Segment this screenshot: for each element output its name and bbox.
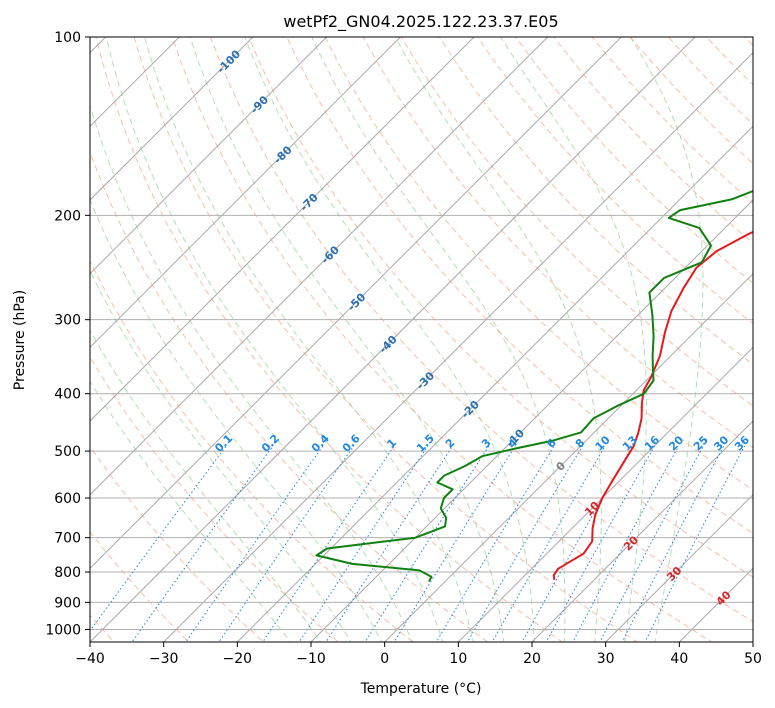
isotherm-line (90, 37, 475, 422)
dewpoint-trace (315, 189, 753, 582)
x-tick-label: 40 (670, 651, 688, 667)
mixing-ratio-line (572, 445, 680, 642)
mixing-ratio-line (218, 445, 355, 642)
isotherm-line (90, 37, 328, 275)
isotherm-line (90, 37, 623, 570)
dry-adiabat (756, 10, 775, 654)
dry-adiabat (209, 37, 753, 623)
y-tick-label: 200 (54, 208, 81, 224)
isotherm-line (310, 199, 753, 642)
isotherm-line (0, 10, 59, 654)
mixing-ratio-line (545, 445, 656, 642)
dry-adiabat (90, 531, 190, 642)
isotherms (0, 10, 753, 654)
moist-adiabat (90, 198, 383, 642)
dry-adiabat (90, 445, 265, 642)
dry-adiabat (95, 37, 564, 642)
dry-adiabat (90, 150, 489, 642)
isotherm-line (236, 125, 753, 642)
moist-adiabat (189, 37, 505, 642)
isotherm-line (162, 51, 753, 642)
isotherm-line (90, 37, 549, 496)
x-tick-label: 30 (597, 651, 615, 667)
x-tick-label: 10 (449, 651, 467, 667)
x-tick-label: −10 (296, 651, 326, 667)
mixing-ratio-line (393, 445, 516, 642)
isotherm-line (90, 37, 181, 128)
isotherm-line (383, 272, 753, 642)
mixing-ratio-line (364, 445, 490, 642)
moist-adiabat (394, 37, 602, 642)
x-tick-label: 20 (523, 651, 541, 667)
isotherm-line (457, 346, 753, 642)
mixing-ratio-line (644, 445, 746, 642)
dry-adiabat (90, 259, 414, 642)
y-tick-label: 700 (54, 531, 81, 547)
sounding-traces (315, 189, 753, 582)
chart-title: wetPf2_GN04.2025.122.23.37.E05 (283, 12, 558, 32)
dry-adiabat (171, 37, 713, 642)
plot-frame (89, 36, 754, 643)
moist-adiabat (629, 37, 704, 642)
moist-adiabat (90, 103, 413, 642)
x-tick-label: −40 (75, 651, 105, 667)
y-axis-ticks: 100 200 300 400 500 600 700 800 900 1000 (45, 30, 90, 638)
x-tick-label: −30 (149, 651, 179, 667)
y-tick-label: 600 (54, 491, 81, 507)
temperature-trace (552, 230, 753, 581)
y-tick-label: 100 (54, 30, 81, 46)
mixing-ratio-line (599, 445, 704, 642)
mixing-ratio-line (262, 445, 395, 642)
y-tick-label: 300 (54, 313, 81, 329)
isotherm-line (531, 420, 753, 642)
plot-background (90, 37, 753, 642)
dry-adiabat (362, 37, 753, 449)
y-tick-label: 800 (54, 565, 81, 581)
x-tick-label: 50 (744, 651, 762, 667)
y-tick-label: 900 (54, 595, 81, 611)
dry-adiabat (90, 356, 339, 642)
moist-adiabat (499, 37, 647, 642)
mixing-ratio-line (435, 445, 555, 642)
dry-adiabat (515, 37, 753, 284)
dry-adiabat (133, 37, 638, 642)
x-axis-ticks: −40 −30 −20 −10 0 10 20 30 40 50 (75, 642, 762, 667)
isotherm-line (604, 493, 753, 642)
x-tick-label: 0 (380, 651, 389, 667)
y-tick-label: 500 (54, 444, 81, 460)
isotherm-line (90, 37, 402, 349)
mixing-ratio-line (466, 445, 584, 642)
y-tick-label: 1000 (45, 622, 81, 638)
moist-adiabat (144, 37, 474, 642)
x-axis-label: Temperature (°C) (360, 681, 482, 697)
dry-adiabat (324, 37, 753, 491)
moist-adiabat (90, 380, 291, 642)
isotherm-line (90, 37, 254, 201)
y-axis-label: Pressure (hPa) (12, 290, 28, 390)
isotherm-line (90, 37, 696, 642)
mixing-ratio-line (131, 445, 274, 642)
mixing-ratio-lines (90, 445, 746, 642)
moist-adiabat (244, 37, 535, 642)
moist-adiabat (311, 37, 566, 642)
moist-adiabat (90, 269, 352, 642)
y-tick-label: 400 (54, 387, 81, 403)
x-tick-label: −20 (223, 651, 253, 667)
dry-adiabat (248, 37, 753, 578)
mixing-ratio-line (521, 445, 633, 642)
mixing-ratio-line (491, 445, 606, 642)
